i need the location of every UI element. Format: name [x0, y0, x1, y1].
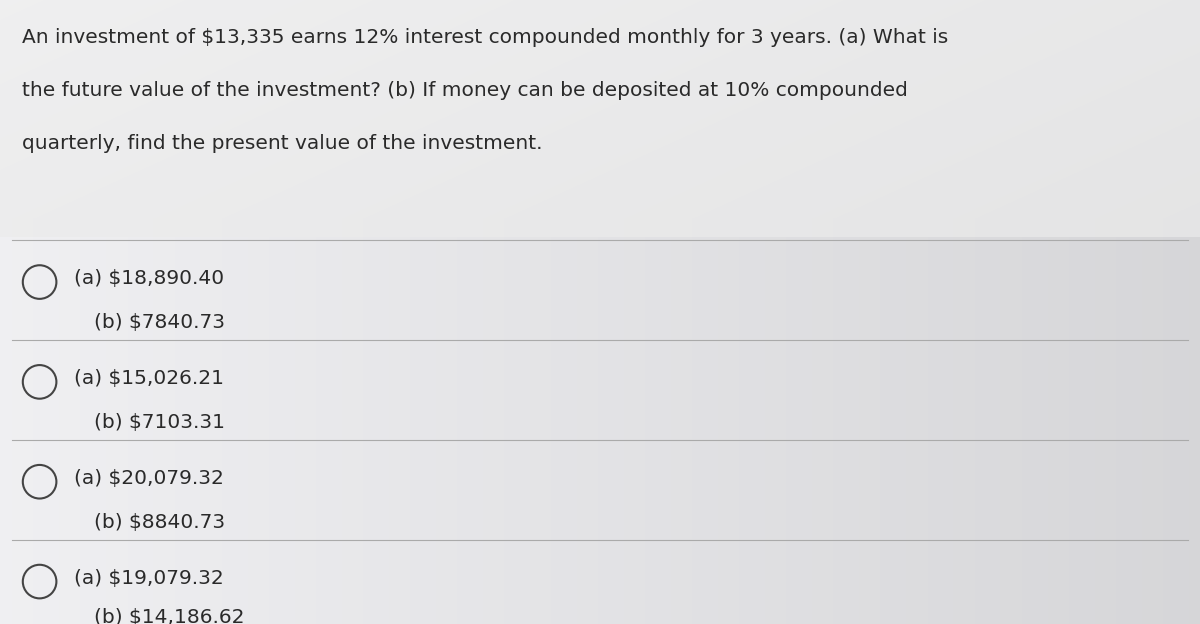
Text: (b) $7103.31: (b) $7103.31 — [94, 413, 224, 432]
Text: quarterly, find the present value of the investment.: quarterly, find the present value of the… — [22, 134, 542, 153]
Text: (b) $7840.73: (b) $7840.73 — [94, 313, 224, 332]
Text: (a) $15,026.21: (a) $15,026.21 — [74, 369, 224, 388]
Text: (b) $14,186.62: (b) $14,186.62 — [94, 608, 244, 624]
Text: (a) $18,890.40: (a) $18,890.40 — [74, 270, 224, 288]
FancyBboxPatch shape — [0, 0, 1200, 237]
Text: An investment of $13,335 earns 12% interest compounded monthly for 3 years. (a) : An investment of $13,335 earns 12% inter… — [22, 28, 948, 47]
Text: (a) $20,079.32: (a) $20,079.32 — [74, 469, 224, 488]
Text: (b) $8840.73: (b) $8840.73 — [94, 513, 224, 532]
Text: (a) $19,079.32: (a) $19,079.32 — [74, 569, 224, 588]
Text: the future value of the investment? (b) If money can be deposited at 10% compoun: the future value of the investment? (b) … — [22, 81, 907, 100]
